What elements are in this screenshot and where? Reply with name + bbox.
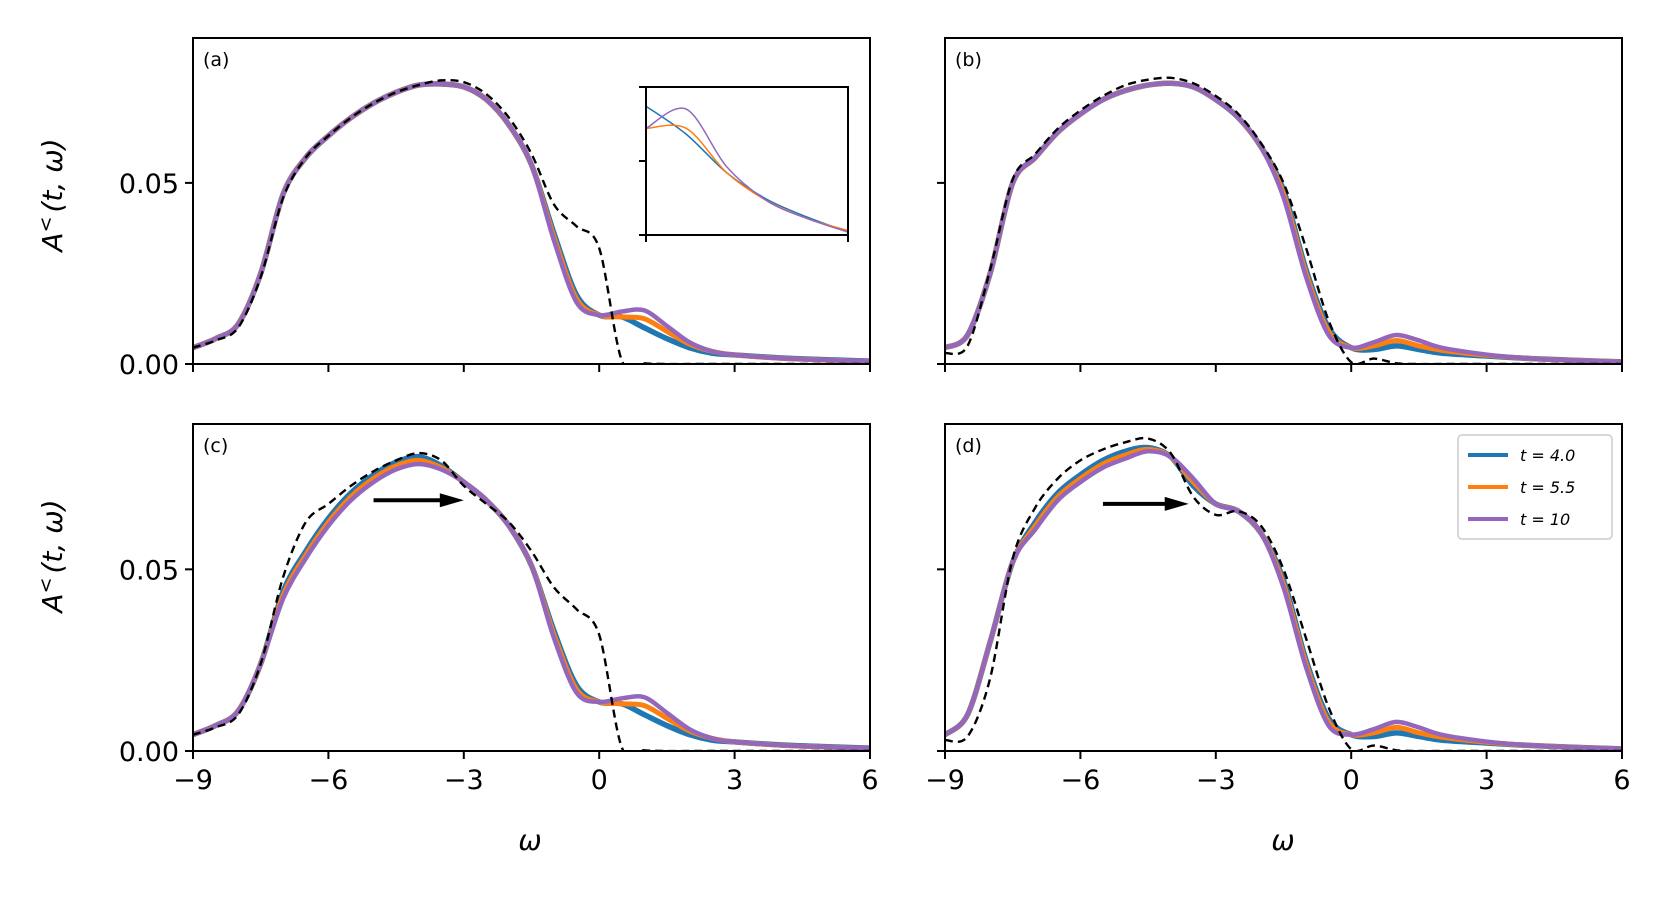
xlabel-left: ω	[518, 824, 541, 857]
panel-a: 0.00 0.05 (a)	[119, 37, 871, 381]
panel-label-a: (a)	[203, 49, 229, 71]
plot-area-b	[945, 76, 1622, 364]
xtick-label-d-4: 3	[1478, 765, 1495, 796]
legend: t = 4.0 t = 5.5 t = 10	[1457, 434, 1613, 540]
legend-label-0: t = 4.0	[1520, 446, 1575, 465]
arrow-head-d	[1164, 496, 1189, 511]
xtick-label-c-1: −6	[308, 765, 348, 796]
ylabel-bottom: A<(t, ω)	[35, 499, 69, 614]
series-t10-b	[945, 80, 1622, 364]
series-ref-d	[945, 436, 1622, 751]
ylabel-top: A<(t, ω)	[35, 138, 69, 253]
axes-frame-a	[192, 37, 871, 365]
panel-b: (b)	[937, 37, 1623, 372]
xtick-label-d-3: 0	[1343, 765, 1360, 796]
xtick-label-c-2: −3	[444, 765, 484, 796]
legend-label-1: t = 5.5	[1520, 478, 1575, 497]
plot-area-a	[193, 78, 870, 364]
ytick-label-c-0: 0.00	[119, 737, 179, 768]
axes-frame-b	[944, 37, 1623, 365]
ytick-label-a-0: 0.00	[119, 350, 179, 381]
inset-a	[639, 86, 849, 242]
series-ref-b	[945, 76, 1622, 364]
legend-label-2: t = 10	[1520, 510, 1570, 529]
legend-box	[1457, 434, 1613, 540]
panel-label-b: (b)	[955, 49, 982, 71]
xtick-label-d-5: 6	[1613, 765, 1630, 796]
axes-frame-c	[192, 423, 871, 752]
xtick-label-c-0: −9	[173, 765, 213, 796]
inset-series-t4	[645, 105, 849, 233]
xtick-label-c-3: 0	[591, 765, 608, 796]
xtick-label-d-0: −9	[925, 765, 965, 796]
series-ref-c	[193, 451, 870, 751]
series-t10-d	[945, 448, 1622, 751]
xtick-label-c-4: 3	[726, 765, 743, 796]
axes-frame-d	[944, 423, 1623, 752]
panel-label-c: (c)	[203, 435, 228, 457]
series-t10-c	[193, 461, 870, 751]
series-t4-b	[945, 80, 1622, 364]
panel-label-d: (d)	[955, 435, 982, 457]
plot-area-d	[945, 436, 1622, 751]
series-t4-c	[193, 453, 870, 751]
xtick-label-d-2: −3	[1196, 765, 1236, 796]
series-t55-c	[193, 457, 870, 751]
inset-series-t10	[645, 107, 849, 233]
plot-area-c	[193, 451, 870, 751]
inset-background	[646, 87, 848, 235]
xtick-label-c-5: 6	[861, 765, 878, 796]
ytick-label-a-1: 0.05	[119, 169, 179, 200]
arrow-head-c	[439, 493, 464, 508]
xtick-label-d-1: −6	[1060, 765, 1100, 796]
series-t55-b	[945, 80, 1622, 364]
xlabel-right: ω	[1271, 824, 1294, 857]
panel-d: −9 −6 −3 0 3 6 (d) t = 4.0 t = 5.5 t = 10	[925, 423, 1631, 796]
ytick-label-c-1: 0.05	[119, 555, 179, 586]
panel-c: −9 −6 −3 0 3 6 0.00 0.05 (c)	[119, 423, 879, 796]
series-ref-a	[193, 78, 870, 364]
